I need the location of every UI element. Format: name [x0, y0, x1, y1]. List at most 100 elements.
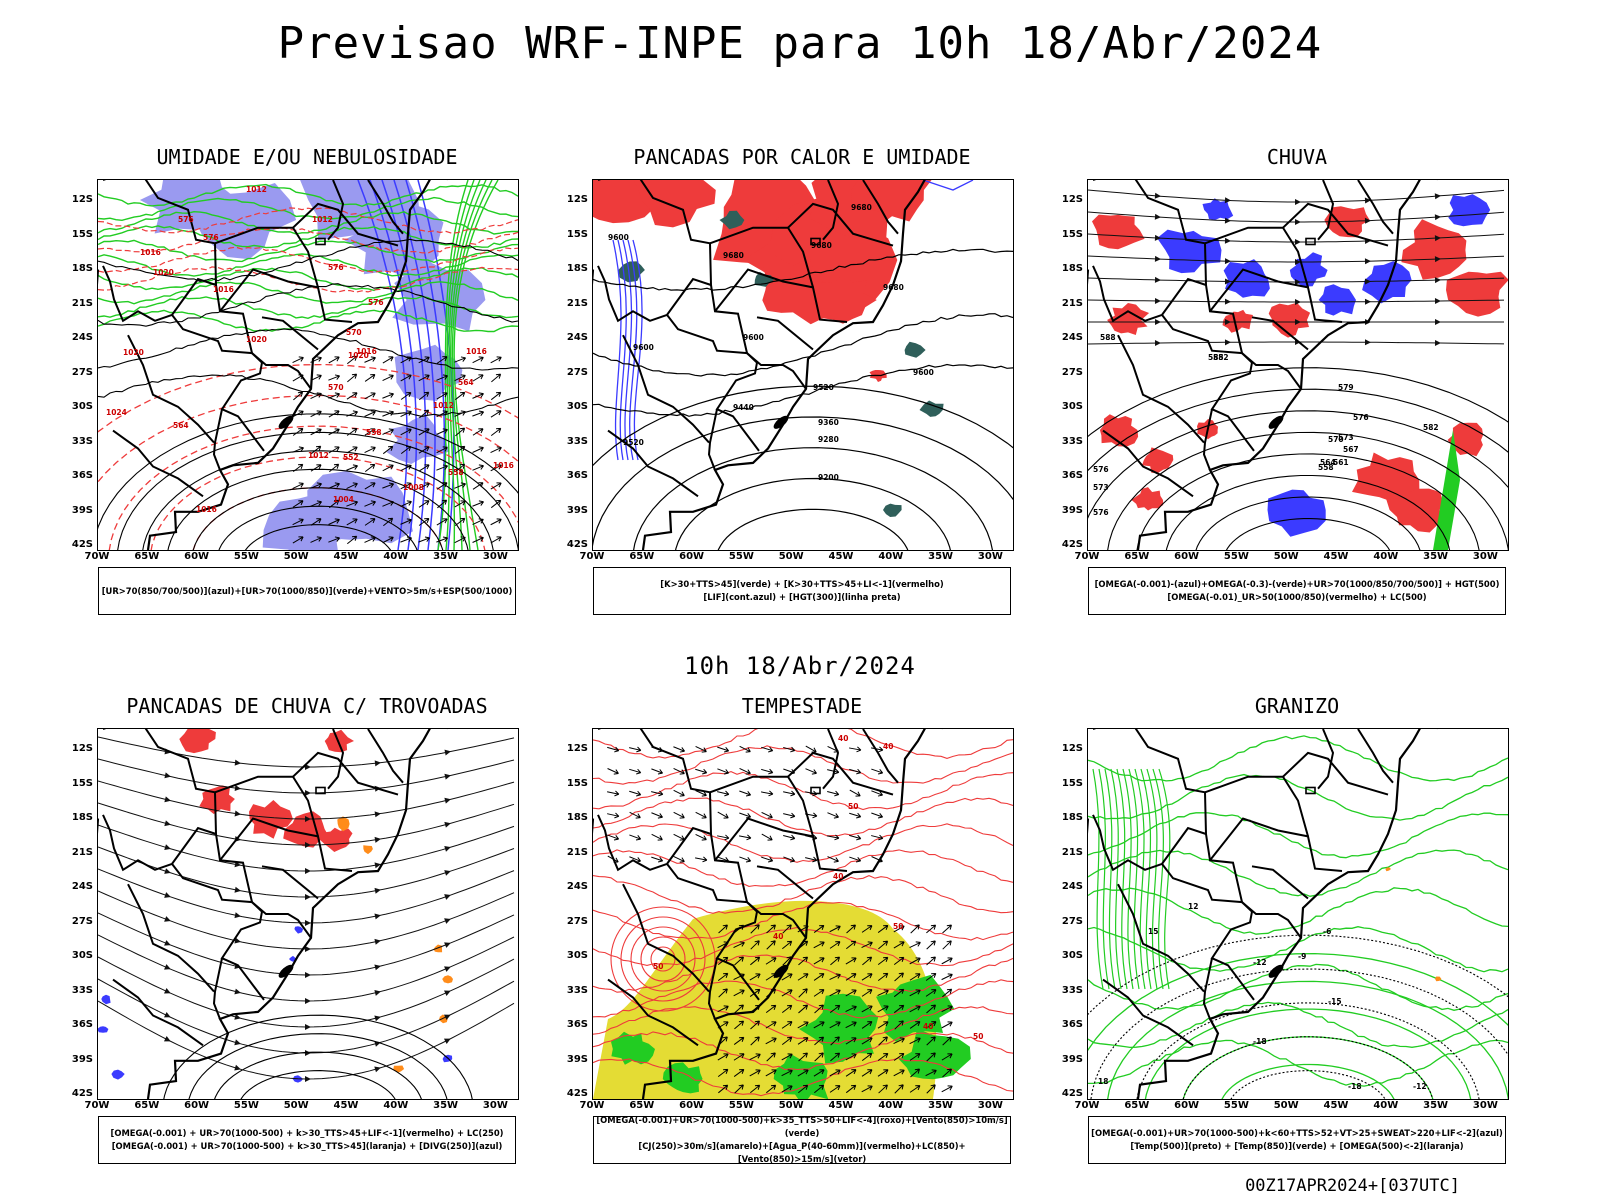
wind-vector — [734, 1020, 745, 1030]
streamline-arrow — [374, 836, 381, 843]
contour-label: 1012 — [246, 185, 267, 194]
streamline-arrow — [1434, 193, 1441, 200]
wind-vector — [814, 1084, 825, 1094]
lat-tick-label: 15S — [71, 777, 93, 789]
wind-vector — [830, 1052, 841, 1062]
political-border — [1209, 817, 1343, 872]
streamline-arrow — [305, 764, 311, 770]
wind-vector — [651, 790, 664, 797]
wind-vector — [829, 1085, 841, 1093]
panel-legend: [UR>70(850/700/500)](azul)+[UR>70(1000/8… — [98, 567, 516, 615]
lon-tick-label: 70W — [84, 1100, 110, 1111]
political-border — [598, 180, 748, 354]
wind-vector — [781, 1069, 793, 1077]
wind-vector — [734, 956, 744, 966]
streamline-arrow — [374, 811, 381, 818]
wind-vector — [717, 1005, 729, 1013]
political-border — [112, 978, 204, 1047]
contour-label: 576 — [328, 263, 344, 272]
streamline-arrow — [1435, 319, 1441, 325]
wind-vector — [813, 924, 825, 933]
wind-vector — [925, 972, 937, 981]
federal-district — [1305, 237, 1316, 246]
wind-vector — [292, 446, 304, 453]
wind-vector — [942, 1036, 952, 1046]
legend-line: [OMEGA(-0.001)+UR>70(1000-500)+k>35_TTS>… — [596, 1115, 1008, 1138]
panel-title: TEMPESTADE — [741, 694, 863, 718]
political-border — [112, 429, 204, 498]
thickness-contour — [98, 246, 518, 273]
lat-tick-label: 39S — [71, 1053, 93, 1065]
streamline-850 — [593, 901, 1013, 941]
lon-tick-label: 35W — [1423, 1100, 1449, 1111]
lon-tick-label: 70W — [84, 551, 110, 562]
streamline-arrow — [374, 938, 381, 945]
temperature-850-contour — [1088, 963, 1508, 1011]
streamline-arrow — [164, 820, 171, 827]
wind-vector — [629, 790, 642, 797]
political-border — [756, 865, 814, 900]
wind-vector — [418, 391, 430, 401]
contour-label: 1004 — [333, 495, 354, 504]
height-contour — [593, 313, 1013, 377]
political-border — [1251, 865, 1309, 900]
wind-vector — [861, 1052, 873, 1062]
thickness-contour — [98, 227, 518, 254]
political-border — [707, 408, 718, 471]
lon-tick-label: 70W — [579, 551, 605, 562]
streamline-arrow — [1295, 279, 1301, 285]
wind-vector — [673, 789, 685, 797]
wind-vector — [717, 1068, 729, 1077]
wind-vector — [328, 356, 340, 364]
political-border — [622, 334, 710, 444]
geopotential-contour — [1107, 431, 1508, 550]
political-border — [1209, 268, 1343, 323]
lon-tick-label: 35W — [433, 551, 459, 562]
wind-vector — [814, 1004, 824, 1014]
streamline-arrow — [374, 887, 381, 894]
temperature-850-contour — [1088, 773, 1508, 821]
wind-vector — [364, 356, 376, 363]
wind-vector — [829, 989, 841, 997]
height-contour — [593, 385, 1013, 467]
wind-vector — [781, 1036, 793, 1046]
panel-title: UMIDADE E/OU NEBULOSIDADE — [156, 145, 458, 169]
wind-vector — [472, 374, 484, 382]
wind-vector — [329, 463, 340, 473]
wind-vector — [878, 940, 889, 950]
wind-vector — [893, 1004, 905, 1014]
wind-vector — [310, 500, 322, 507]
temperature-850-contour — [1088, 952, 1508, 1052]
streamline-arrow — [1364, 339, 1371, 346]
streamline-850 — [593, 729, 1013, 759]
temperature-850-contour — [1140, 768, 1152, 990]
wind-vector — [346, 500, 358, 507]
political-border — [327, 180, 345, 241]
humidity-contour — [405, 180, 446, 550]
wind-vector — [797, 1021, 809, 1029]
streamline-arrow — [1154, 340, 1161, 347]
political-border — [1102, 978, 1194, 1047]
lon-tick-label: 35W — [928, 551, 954, 562]
wind-vector — [455, 427, 466, 437]
wind-vector — [718, 924, 728, 934]
wind-vector — [382, 536, 394, 544]
wind-vector — [733, 1036, 745, 1045]
wind-vector — [941, 1005, 953, 1013]
contour-label: 1012 — [308, 451, 329, 460]
streamline-arrow — [374, 760, 381, 767]
wind-vector — [798, 1084, 809, 1094]
lon-tick-label: 70W — [1074, 551, 1100, 562]
wind-vector — [782, 924, 792, 934]
wind-vector — [845, 1069, 857, 1077]
wind-vector — [382, 428, 394, 435]
wind-vector — [893, 956, 905, 966]
wind-vector — [491, 373, 502, 383]
wind-vector — [827, 768, 840, 775]
wind-vector — [733, 1053, 745, 1061]
panel-title: GRANIZO — [1254, 694, 1340, 718]
contour-label: 576 — [1093, 465, 1109, 474]
wind-vector — [862, 956, 873, 966]
streamline-arrow — [374, 1015, 381, 1022]
lat-tick-label: 18S — [566, 812, 588, 823]
